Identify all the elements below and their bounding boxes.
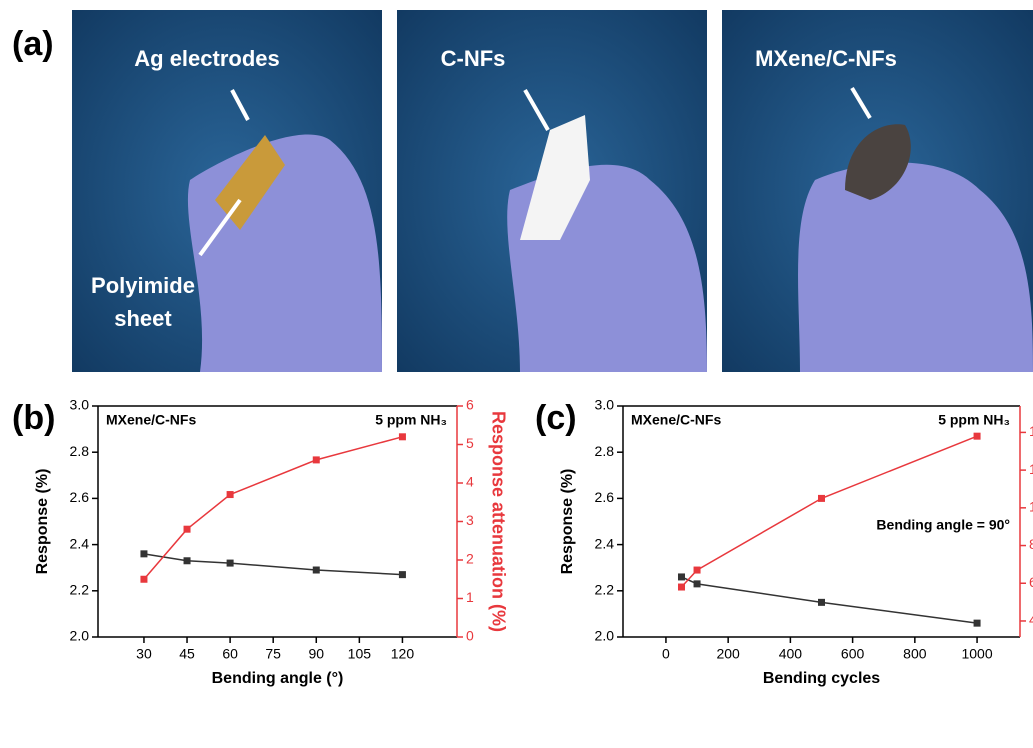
photo-label: Ag electrodes bbox=[134, 46, 280, 71]
point bbox=[694, 567, 701, 574]
y-tick-label: 3.0 bbox=[595, 397, 615, 413]
point bbox=[227, 491, 234, 498]
point bbox=[399, 571, 406, 578]
y2-tick-label: 8 bbox=[1029, 536, 1033, 552]
point bbox=[974, 433, 981, 440]
photo-label: sheet bbox=[114, 306, 172, 331]
panel-label: (c) bbox=[535, 399, 577, 437]
y-tick-label: 2.6 bbox=[595, 489, 615, 505]
point bbox=[313, 456, 320, 463]
panel-label: (b) bbox=[12, 399, 55, 437]
y2-tick-label: 14 bbox=[1029, 423, 1033, 439]
y-tick-label: 2.8 bbox=[70, 443, 90, 459]
point bbox=[818, 599, 825, 606]
x-tick-label: 30 bbox=[136, 646, 152, 662]
y2-tick-label: 4 bbox=[466, 474, 474, 490]
y2-tick-label: 2 bbox=[466, 551, 474, 567]
page: (a) (b) (c) Ag electrodes Polyimide shee… bbox=[0, 0, 1033, 748]
y-tick-label: 2.4 bbox=[595, 535, 615, 551]
series-line bbox=[144, 437, 402, 579]
series-line bbox=[144, 554, 402, 575]
point bbox=[140, 576, 147, 583]
series-line bbox=[681, 577, 977, 623]
x-tick-label: 90 bbox=[308, 646, 324, 662]
x-tick-label: 0 bbox=[662, 646, 670, 662]
annotation: MXene/C-NFs bbox=[631, 412, 721, 428]
y-tick-label: 2.2 bbox=[70, 582, 90, 598]
point bbox=[184, 557, 191, 564]
annotation: Bending angle = 90° bbox=[876, 517, 1010, 533]
photo-label: C-NFs bbox=[441, 46, 506, 71]
x-tick-label: 600 bbox=[841, 646, 865, 662]
photo-label: Polyimide bbox=[91, 273, 195, 298]
point bbox=[678, 584, 685, 591]
y2-tick-label: 1 bbox=[466, 589, 474, 605]
x-tick-label: 105 bbox=[348, 646, 372, 662]
point bbox=[313, 567, 320, 574]
point bbox=[818, 495, 825, 502]
y-tick-label: 2.8 bbox=[595, 443, 615, 459]
y2-tick-label: 3 bbox=[466, 512, 474, 528]
y2-tick-label: 12 bbox=[1029, 461, 1033, 477]
y-tick-label: 2.4 bbox=[70, 535, 90, 551]
point bbox=[227, 560, 234, 567]
x-axis-label: Bending angle (°) bbox=[212, 670, 344, 687]
x-tick-label: 400 bbox=[779, 646, 803, 662]
y-tick-label: 2.6 bbox=[70, 489, 90, 505]
photo-label: MXene/C-NFs bbox=[755, 46, 897, 71]
point bbox=[678, 573, 685, 580]
x-tick-label: 200 bbox=[716, 646, 740, 662]
annotation: 5 ppm NH₃ bbox=[938, 412, 1010, 428]
point bbox=[184, 526, 191, 533]
x-axis-label: Bending cycles bbox=[763, 670, 880, 687]
y-axis-label: Response (%) bbox=[34, 469, 51, 575]
point bbox=[694, 580, 701, 587]
y2-tick-label: 0 bbox=[466, 628, 474, 644]
y2-tick-label: 6 bbox=[466, 397, 474, 413]
panel-label: (a) bbox=[12, 25, 54, 63]
point bbox=[399, 433, 406, 440]
series-line bbox=[681, 436, 977, 587]
figure: (a) (b) (c) Ag electrodes Polyimide shee… bbox=[0, 0, 1033, 748]
annotation: 5 ppm NH₃ bbox=[375, 412, 447, 428]
x-tick-label: 75 bbox=[265, 646, 281, 662]
annotation: MXene/C-NFs bbox=[106, 412, 196, 428]
x-tick-label: 800 bbox=[903, 646, 927, 662]
y-axis-label: Response (%) bbox=[559, 469, 576, 575]
y2-tick-label: 4 bbox=[1029, 612, 1033, 628]
point bbox=[140, 550, 147, 557]
y2-axis-label: Response attenuation (%) bbox=[488, 411, 508, 632]
y2-tick-label: 5 bbox=[466, 435, 474, 451]
x-tick-label: 60 bbox=[222, 646, 238, 662]
x-tick-label: 45 bbox=[179, 646, 195, 662]
y-tick-label: 2.2 bbox=[595, 582, 615, 598]
x-tick-label: 120 bbox=[391, 646, 415, 662]
y2-tick-label: 10 bbox=[1029, 499, 1033, 515]
y-tick-label: 2.0 bbox=[595, 628, 615, 644]
y2-tick-label: 6 bbox=[1029, 574, 1033, 590]
x-tick-label: 1000 bbox=[961, 646, 992, 662]
point bbox=[974, 620, 981, 627]
y-tick-label: 2.0 bbox=[70, 628, 90, 644]
y-tick-label: 3.0 bbox=[70, 397, 90, 413]
